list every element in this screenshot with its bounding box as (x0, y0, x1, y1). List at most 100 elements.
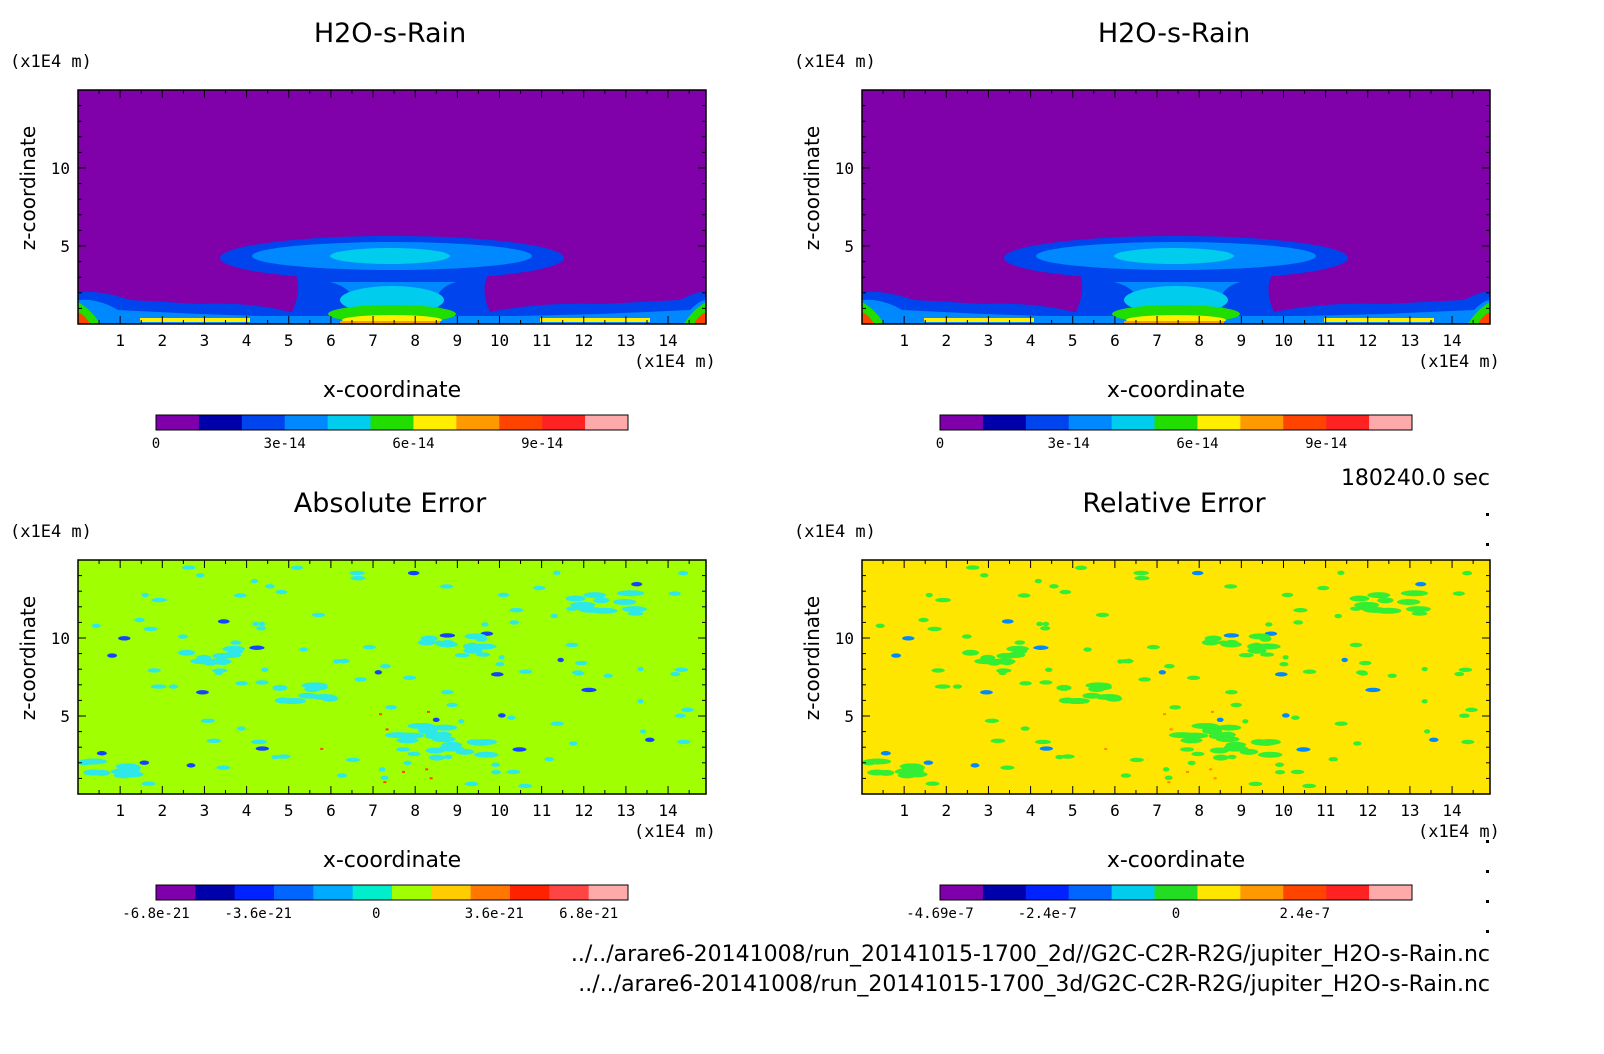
colorbar-swatch (585, 415, 629, 430)
x-tick-label: 1 (115, 801, 125, 820)
field-speckle (1168, 732, 1196, 739)
field-speckle (918, 617, 929, 623)
colorbar-label: 0 (936, 436, 944, 452)
field-speckle (256, 626, 267, 631)
field-speckle (490, 672, 504, 677)
x-unit-label: (x1E4 m) (1418, 352, 1500, 372)
field-speckle (1215, 736, 1240, 743)
colorbar-swatch (470, 885, 511, 900)
field-speckle (1213, 754, 1229, 761)
field-speckle (1396, 598, 1421, 605)
field-speckle (1216, 724, 1242, 731)
x-tick-label: 8 (1194, 331, 1204, 350)
field-speckle (336, 773, 348, 778)
field-speckle (899, 763, 924, 770)
field-speckle (432, 717, 440, 723)
x-tick-label: 12 (574, 801, 593, 820)
field-speckle (1169, 705, 1181, 710)
colorbar-swatch (370, 415, 414, 430)
field-speckle (265, 584, 275, 589)
colorbar-swatch (1154, 885, 1198, 900)
y-tick-label: 10 (835, 629, 854, 648)
x-tick-label: 4 (1026, 801, 1036, 820)
field-speckle (1162, 767, 1170, 772)
x-tick-label: 7 (368, 801, 378, 820)
colorbar-frame (155, 884, 629, 901)
colorbar-swatch (588, 885, 629, 900)
field-speckle (1242, 719, 1249, 724)
x-tick-label: 7 (1152, 331, 1162, 350)
field-speckle (436, 641, 458, 648)
colorbar-swatch (274, 885, 314, 900)
field-speckle (1387, 673, 1397, 678)
y-tick-label: 5 (60, 237, 70, 256)
field-speckle (902, 636, 915, 641)
field-speckle (481, 622, 489, 627)
field-speckle (637, 666, 644, 672)
field-speckle (1260, 652, 1275, 657)
colorbar-swatch (352, 885, 393, 900)
field-speckle (1164, 775, 1173, 781)
field-speckle (1125, 658, 1133, 663)
field-speckle (1421, 699, 1428, 704)
field-speckle (1328, 757, 1339, 762)
field-speckle (507, 715, 516, 720)
field-speckle (583, 592, 607, 599)
field-speckle (990, 738, 1006, 744)
field-speckle (678, 570, 689, 576)
colorbar-swatch (499, 415, 543, 430)
field-speckle (927, 626, 942, 632)
field-speckle (1001, 619, 1014, 624)
x-unit-label: (x1E4 m) (1418, 822, 1500, 842)
field-speckle (923, 760, 934, 765)
field-speckle (533, 585, 546, 591)
x-tick-label: 9 (1237, 801, 1247, 820)
field-speckle (1059, 589, 1072, 595)
field-contour (924, 318, 1034, 322)
x-tick-label: 10 (1274, 801, 1293, 820)
field-speckle (965, 565, 980, 570)
field-speckle (1035, 739, 1051, 745)
plot-frame (861, 89, 1491, 325)
field-speckle (429, 754, 445, 761)
margin-dot (1486, 870, 1489, 873)
field-speckle (565, 642, 579, 648)
field-speckle (1254, 643, 1281, 650)
field-contour (340, 321, 440, 324)
field-speckle (276, 754, 291, 759)
field-speckle (875, 623, 885, 629)
colorbar-swatch (1369, 415, 1413, 430)
field-contour (140, 318, 250, 322)
field-speckle (383, 781, 387, 784)
field-speckle (1146, 644, 1160, 650)
field-speckle (1039, 680, 1053, 685)
field-speckle (446, 702, 459, 708)
field-speckle (1461, 739, 1475, 745)
colorbar-swatch (313, 885, 354, 900)
field-contour (694, 312, 706, 324)
field-speckle (150, 684, 167, 689)
field-speckle (512, 747, 527, 752)
x-tick-label: 11 (532, 801, 551, 820)
field-speckle (935, 597, 952, 603)
colorbar-swatch (1154, 415, 1198, 430)
field-speckle (1359, 660, 1372, 666)
field-speckle (1133, 570, 1149, 576)
field-speckle (196, 573, 205, 578)
x-tick-label: 14 (658, 331, 677, 350)
chart-title: Absolute Error (293, 488, 487, 519)
x-tick-label: 11 (1316, 331, 1335, 350)
field-speckle (141, 592, 149, 598)
x-tick-label: 9 (1237, 331, 1247, 350)
field-speckle (143, 626, 158, 632)
field-speckle (107, 653, 118, 658)
field-speckle (557, 657, 564, 663)
field-speckle (1223, 633, 1240, 638)
field-speckle (418, 728, 439, 735)
x-tick-label: 14 (1442, 331, 1461, 350)
field-speckle (341, 658, 349, 663)
field-speckle (1220, 641, 1242, 648)
field-speckle (1462, 570, 1473, 576)
field-speckle (379, 713, 383, 716)
field-speckle (970, 763, 980, 768)
